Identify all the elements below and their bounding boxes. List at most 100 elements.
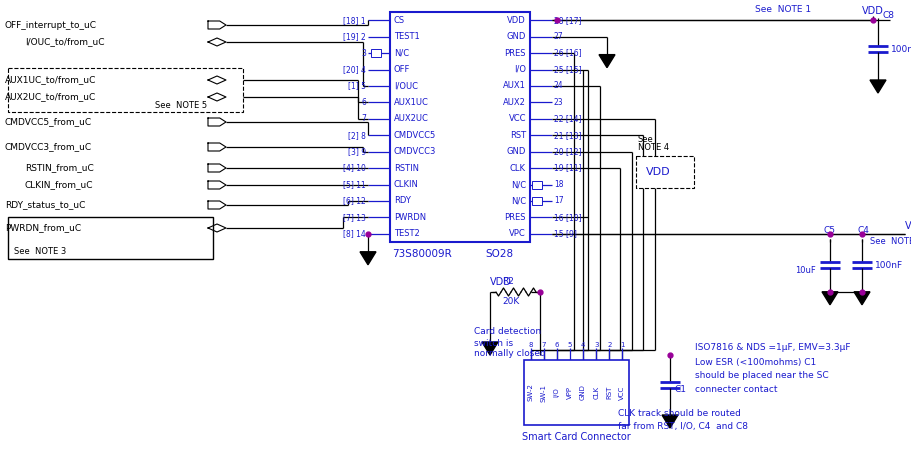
Text: 25 [15]: 25 [15] [553,65,581,74]
Text: VPP: VPP [567,386,572,399]
Text: CLK track should be routed: CLK track should be routed [618,409,740,418]
Bar [8,217,213,259]
Text: I/O: I/O [514,65,526,74]
Text: far from RST, I/O, C4  and C8: far from RST, I/O, C4 and C8 [618,423,747,431]
Text: AUX1UC_to/from_uC: AUX1UC_to/from_uC [5,76,97,85]
Bar [390,12,529,242]
Polygon shape [360,252,375,265]
Text: RSTIN_from_uC: RSTIN_from_uC [25,163,94,172]
Text: TEST2: TEST2 [394,229,419,238]
Text: CMDVCC3: CMDVCC3 [394,147,435,156]
Text: RDY_status_to_uC: RDY_status_to_uC [5,201,86,209]
Text: 7: 7 [541,342,546,348]
Text: [8] 14: [8] 14 [343,229,365,238]
Text: SW-1: SW-1 [540,384,546,401]
Bar [531,181,541,188]
Text: CMDVCC5: CMDVCC5 [394,131,435,140]
Text: 3: 3 [361,49,365,58]
Text: 28 [17]: 28 [17] [553,16,581,25]
Text: Smart Card Connector: Smart Card Connector [522,432,630,442]
Text: [3] 9: [3] 9 [347,147,365,156]
Text: RSTIN: RSTIN [394,163,418,172]
Text: See: See [638,136,653,145]
Text: [7] 13: [7] 13 [343,213,365,222]
Text: GND: GND [507,147,526,156]
Text: RDY: RDY [394,197,411,205]
Text: 19 [11]: 19 [11] [553,163,581,172]
Text: C8: C8 [882,11,894,20]
Text: SO28: SO28 [485,249,513,259]
Text: 100nF: 100nF [874,261,902,270]
Polygon shape [599,55,614,68]
Text: N/C: N/C [510,197,526,205]
Text: PWRDN: PWRDN [394,213,425,222]
Text: 1: 1 [619,342,624,348]
Text: [4] 10: [4] 10 [343,163,365,172]
Text: C5: C5 [824,226,835,235]
Text: CS: CS [394,16,404,25]
Text: 4: 4 [580,342,585,348]
Text: 18: 18 [553,180,563,189]
Text: VDD: VDD [489,277,511,287]
Text: PRES: PRES [504,213,526,222]
Text: RST: RST [509,131,526,140]
Bar [531,197,541,205]
Text: VDD: VDD [507,16,526,25]
Text: VDD: VDD [861,6,883,16]
Text: 20K: 20K [501,298,518,307]
Text: VDD: VDD [645,167,670,177]
Text: 8: 8 [527,342,532,348]
Text: 21 [13]: 21 [13] [553,131,581,140]
Text: connecter contact: connecter contact [694,385,777,394]
Text: normally closed: normally closed [474,349,545,359]
Text: C1: C1 [674,385,686,394]
Text: 2: 2 [607,342,611,348]
Text: 5: 5 [568,342,571,348]
Polygon shape [661,415,677,428]
Text: VPC: VPC [904,221,911,231]
Text: 6: 6 [361,98,365,107]
Text: 73S80009R: 73S80009R [392,249,451,259]
Text: [19] 2: [19] 2 [343,32,365,41]
Text: CLK: CLK [509,163,526,172]
Text: CMDVCC5_from_uC: CMDVCC5_from_uC [5,117,92,126]
Text: Card detection: Card detection [474,328,540,337]
Text: 24: 24 [553,81,563,91]
Text: 17: 17 [553,197,563,205]
Text: See  NOTE 5: See NOTE 5 [155,101,207,111]
Polygon shape [482,342,497,355]
Text: AUX2UC_to/from_uC: AUX2UC_to/from_uC [5,92,97,101]
Text: [2] 8: [2] 8 [348,131,365,140]
Text: 100nF: 100nF [890,45,911,54]
Text: GND: GND [507,32,526,41]
Text: SW-2: SW-2 [527,384,533,401]
Text: [5] 11: [5] 11 [343,180,365,189]
Text: 22 [14]: 22 [14] [553,114,581,123]
Text: 23: 23 [553,98,563,107]
Text: I/OUC: I/OUC [394,81,417,91]
Bar [371,49,381,57]
Text: 16 [10]: 16 [10] [553,213,581,222]
Text: NOTE 4: NOTE 4 [638,143,669,152]
Text: OFF: OFF [394,65,410,74]
Text: I/O: I/O [553,388,559,397]
Text: 7: 7 [361,114,365,123]
Polygon shape [821,292,837,305]
Text: Low ESR (<100mohms) C1: Low ESR (<100mohms) C1 [694,358,815,366]
Text: [1] 5: [1] 5 [348,81,365,91]
Text: TEST1: TEST1 [394,32,419,41]
Text: GND: GND [579,384,586,400]
Polygon shape [869,80,885,93]
Text: PWRDN_from_uC: PWRDN_from_uC [5,223,81,233]
Text: 15 [9]: 15 [9] [553,229,577,238]
Text: C4: C4 [857,226,869,235]
Text: ISO7816 & NDS =1μF, EMV=3.3μF: ISO7816 & NDS =1μF, EMV=3.3μF [694,344,850,353]
Text: AUX2UC: AUX2UC [394,114,428,123]
Text: switch is: switch is [474,339,513,348]
Text: 10uF: 10uF [794,266,815,275]
Text: AUX2: AUX2 [503,98,526,107]
Text: See  NOTE 3: See NOTE 3 [14,248,67,257]
Text: R2: R2 [501,278,513,287]
Text: VCC: VCC [508,114,526,123]
Text: See  NOTE 1: See NOTE 1 [754,5,810,15]
